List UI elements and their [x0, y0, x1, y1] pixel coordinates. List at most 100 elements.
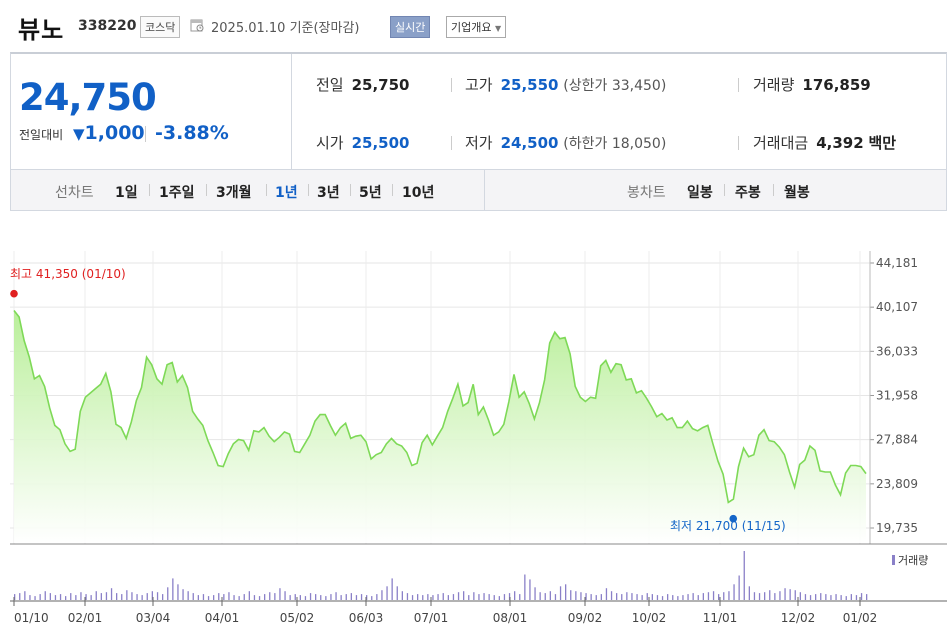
volume-bar: [325, 596, 327, 600]
min-label: 최저 21,700 (11/15): [670, 519, 786, 533]
volume-bar: [304, 596, 307, 600]
volume-bar: [289, 595, 291, 600]
volume-bar: [294, 594, 296, 600]
volume-bar: [707, 592, 710, 600]
volume-bar: [54, 595, 57, 600]
volume-bar: [498, 596, 500, 600]
volume-bar: [406, 593, 409, 600]
volume-bar: [830, 595, 832, 600]
volume-bar: [126, 590, 128, 600]
volume-bar: [202, 594, 205, 600]
divider: [266, 184, 267, 196]
amount-value: 4,392: [816, 134, 864, 152]
volume-bar: [539, 592, 541, 600]
period-10y[interactable]: 10년: [402, 185, 435, 201]
volume-bar: [580, 592, 582, 600]
candle-weekly[interactable]: 주봉: [735, 185, 761, 201]
quote-panel: 24,750 전일대비 ▼1,000 -3.88% 전일 25,750 고가 25,…: [10, 52, 947, 170]
volume-bar: [320, 595, 322, 600]
period-3m[interactable]: 3개월: [216, 185, 252, 201]
volume-bar: [452, 594, 455, 600]
candle-monthly[interactable]: 월봉: [784, 185, 810, 201]
volume-bar: [253, 595, 256, 600]
volume-bar: [136, 594, 138, 600]
divider: [724, 184, 725, 196]
volume-bar: [437, 594, 439, 600]
price-line: [13, 310, 867, 504]
volume-bar: [488, 594, 490, 600]
period-1y[interactable]: 1년: [275, 185, 298, 201]
volume-bar: [233, 595, 235, 600]
volume-bar: [508, 593, 511, 600]
volume-bar: [207, 596, 210, 600]
volume-bar: [258, 596, 261, 600]
volume-bar: [213, 595, 215, 600]
volume-bar: [738, 575, 740, 600]
volume-bar: [274, 593, 276, 600]
volume-legend: 거래량: [898, 554, 928, 567]
realtime-button[interactable]: 실시간: [390, 16, 431, 38]
period-1w[interactable]: 1주일: [159, 185, 195, 201]
y-axis-labels: 44,181 40,107 36,033 31,958 27,884 23,809 19,7…: [876, 256, 918, 535]
company-overview-dropdown[interactable]: 기업개요 ▼: [446, 16, 507, 38]
divider: [308, 184, 309, 196]
volume-bar: [774, 593, 776, 600]
period-3y[interactable]: 3년: [317, 185, 340, 201]
divider: [145, 126, 146, 142]
volume-bar: [565, 584, 567, 600]
price-chart: 44,181 40,107 36,033 31,958 27,884 23,809 19,7…: [10, 251, 947, 625]
volume-bar: [651, 594, 653, 600]
volume-bar: [478, 594, 480, 600]
volume-bar: [442, 593, 444, 600]
volume-bar: [748, 586, 750, 600]
prev-close: 전일 25,750: [316, 74, 410, 95]
volume-bar: [733, 584, 735, 600]
volume-bar: [799, 592, 801, 600]
volume-bar: [223, 594, 225, 600]
period-1d[interactable]: 1일: [115, 185, 138, 201]
volume-bar: [396, 586, 398, 600]
volume-bar: [299, 595, 301, 600]
volume-bar: [422, 595, 424, 600]
volume-bar: [238, 596, 240, 600]
volume-bar: [116, 593, 118, 600]
volume-bar: [621, 594, 623, 600]
volume-bar: [636, 594, 638, 600]
candle-daily[interactable]: 일봉: [687, 185, 713, 201]
volume-bar: [463, 591, 465, 600]
volume-bar: [105, 592, 108, 600]
divider: [738, 136, 739, 150]
change-label: 전일대비: [19, 128, 64, 142]
volume-bar: [44, 591, 46, 600]
volume: 거래량 176,859: [753, 74, 871, 95]
volume-bar: [493, 595, 495, 600]
volume-bar: [600, 594, 602, 600]
x-axis-labels: 01/10 02/01 03/04 04/01 05/02 06/03 07/01 08/01…: [13, 597, 877, 625]
volume-bar: [432, 595, 434, 600]
volume-bar: [825, 594, 827, 600]
volume-bar: [80, 592, 82, 600]
volume-bar: [29, 595, 31, 600]
volume-bar: [626, 592, 628, 600]
volume-bar: [187, 591, 189, 600]
y-tick-label: 36,033: [876, 344, 918, 358]
volume-bar: [177, 584, 179, 600]
volume-bar: [605, 588, 608, 600]
divider: [451, 78, 452, 92]
volume-bar: [141, 595, 143, 600]
volume-value: 176,859: [802, 76, 871, 94]
volume-bar: [549, 591, 551, 600]
divider: [738, 78, 739, 92]
volume-bar: [753, 592, 756, 600]
volume-bar: [631, 593, 633, 600]
period-5y[interactable]: 5년: [359, 185, 382, 201]
volume-bar: [570, 590, 572, 600]
volume-bar: [712, 591, 715, 600]
y-tick-label: 23,809: [876, 477, 918, 491]
open-label: 시가: [316, 134, 344, 152]
volume-bar: [366, 595, 368, 600]
volume-bar: [804, 594, 807, 600]
high-price: 고가 25,550 (상한가 33,450): [465, 74, 666, 95]
volume-bar: [228, 592, 230, 600]
volume-bar: [39, 594, 41, 600]
